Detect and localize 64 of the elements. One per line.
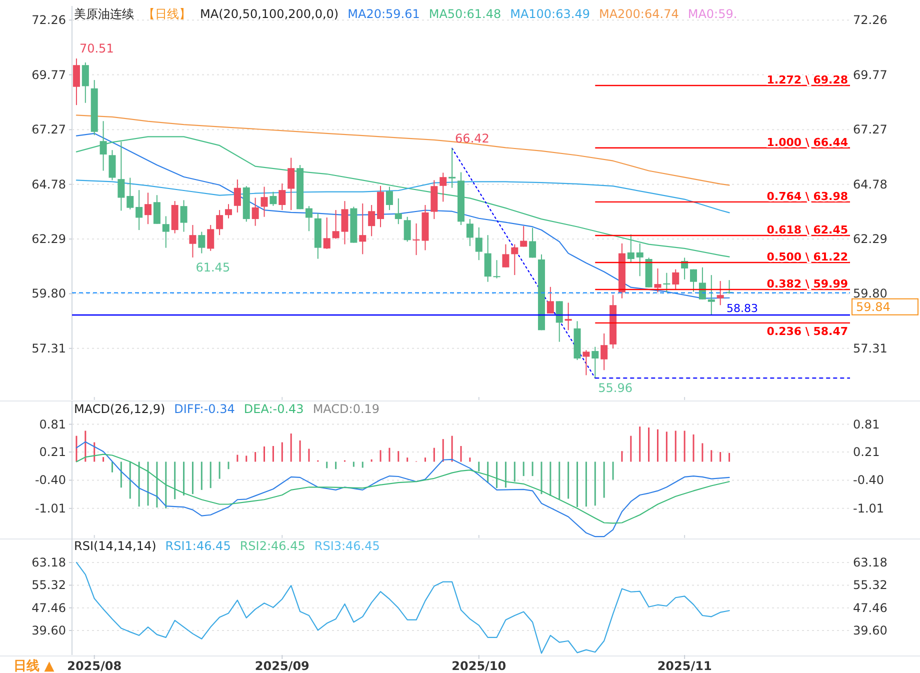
y-tick-label: 72.26: [32, 13, 66, 28]
y-tick-label: -0.40: [34, 473, 66, 488]
y2-tick-label: -1.01: [853, 501, 884, 516]
ref-line-label: 0.764 \ 63.98: [766, 190, 848, 203]
x-tick-label: 2025/08: [67, 659, 122, 673]
text: MA20:59.61: [348, 7, 420, 21]
text: MA200:64.74: [598, 7, 679, 21]
y-tick-label: 55.32: [32, 578, 66, 592]
y-tick-label: 57.31: [32, 341, 66, 356]
y-tick-label: 47.46: [32, 600, 66, 615]
y-tick-label: 63.18: [32, 556, 66, 570]
annotation: 61.45: [196, 260, 230, 274]
chart-title: 美原油连续: [74, 7, 134, 21]
ref-line-label: 1.272 \ 69.28: [766, 74, 848, 87]
y-tick-label: 39.60: [32, 624, 66, 638]
annotation: 55.96: [598, 381, 632, 396]
x-tick-label: 2025/11: [657, 659, 712, 673]
annotation: RSI3:46.45: [314, 539, 380, 553]
ref-line-label: 0.500 \ 61.22: [766, 250, 848, 264]
y-tick-label: 69.77: [32, 68, 66, 82]
y-tick-label: 0.21: [39, 445, 66, 460]
y2-tick-label: 0.21: [853, 445, 880, 460]
ref-line-label: 59.84: [856, 300, 890, 314]
y2-tick-label: 69.77: [853, 68, 888, 82]
y-tick-label: 64.78: [32, 177, 66, 192]
y2-tick-label: 47.46: [853, 600, 888, 615]
annotation: MA0:59.: [688, 7, 738, 21]
y-tick-label: -1.01: [34, 501, 66, 516]
text: DIFF:-0.34: [174, 402, 235, 416]
ref-line-label: 0.236 \ 58.47: [766, 324, 848, 338]
x-axis-title: 日线 ▲: [14, 659, 54, 673]
y2-tick-label: 57.31: [853, 341, 888, 356]
text: DEA:-0.43: [244, 402, 304, 416]
legend-title: MACD(26,12,9): [74, 402, 166, 416]
y-tick-label: 62.29: [32, 232, 66, 246]
y-tick-label: 0.81: [39, 417, 66, 432]
ref-line-label: 1.000 \ 66.44: [766, 136, 848, 149]
legend-title: RSI(14,14,14): [74, 539, 156, 553]
text: MA100:63.49: [510, 7, 590, 21]
ref-line-label: 0.618 \ 62.45: [766, 224, 848, 237]
annotation: RSI2:46.45: [240, 539, 306, 553]
legend-title: MA(20,50,100,200,0,0): [200, 7, 339, 21]
text: MACD:0.19: [312, 402, 380, 416]
chart-subtitle: 【日线】: [143, 7, 191, 21]
y2-tick-label: 67.27: [853, 122, 888, 137]
text: MA50:61.48: [428, 7, 502, 21]
y2-tick-label: -0.40: [853, 473, 884, 488]
y2-tick-label: 0.81: [853, 417, 880, 432]
y2-tick-label: 72.26: [853, 13, 888, 28]
y2-tick-label: 55.32: [853, 578, 888, 592]
x-tick-label: 2025/10: [452, 659, 506, 673]
y2-tick-label: 59.80: [853, 286, 888, 301]
x-tick-label: 2025/09: [254, 659, 310, 673]
annotation: 66.42: [455, 131, 490, 146]
ref-line-label: 0.382 \ 59.99: [766, 278, 848, 291]
y-tick-label: 59.80: [32, 286, 66, 301]
y2-tick-label: 63.18: [853, 556, 888, 570]
text: RSI1:46.45: [165, 539, 231, 553]
y2-tick-label: 39.60: [853, 624, 888, 638]
y2-tick-label: 64.78: [853, 177, 888, 192]
annotation: 70.51: [79, 42, 114, 56]
y2-tick-label: 62.29: [853, 232, 888, 246]
ref-line-label: 58.83: [726, 302, 758, 316]
y-tick-label: 67.27: [32, 122, 66, 137]
